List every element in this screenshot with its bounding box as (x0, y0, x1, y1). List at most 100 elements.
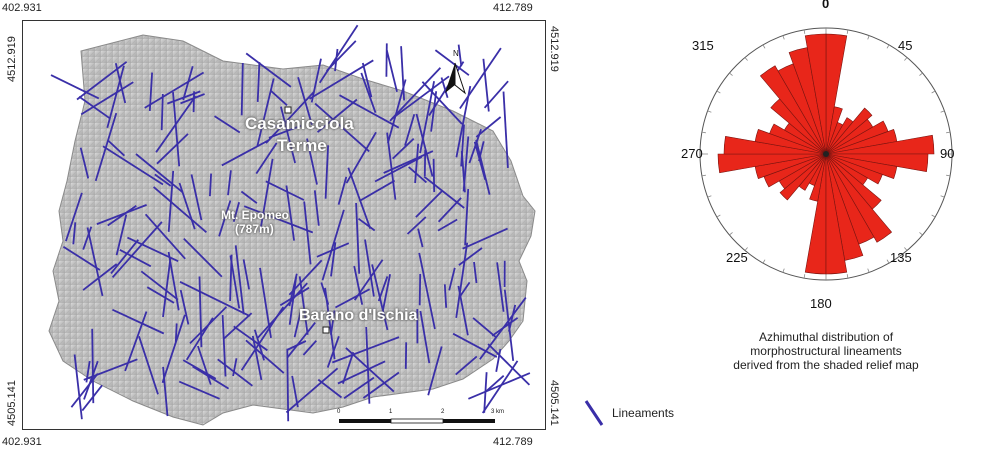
lineament (214, 115, 241, 134)
lineament (232, 358, 238, 377)
shaded-relief-map: N Casamicciola Terme Mt. Epomeo (787m) B… (22, 20, 546, 430)
rose-tick (782, 35, 785, 40)
lineament (180, 93, 205, 105)
lineament (162, 366, 169, 417)
lineament (386, 132, 397, 200)
rose-diagram (699, 27, 953, 281)
rose-tick (744, 57, 748, 61)
lineament (434, 49, 470, 76)
coord-bottom-left-x: 402.931 (2, 436, 42, 448)
lineament-legend-icon (584, 400, 604, 426)
lineament (285, 367, 339, 414)
scale-bar (339, 418, 495, 424)
rose-label-315: 315 (692, 38, 714, 53)
lineament (107, 205, 137, 227)
lineament (223, 312, 253, 340)
rose-tick (919, 72, 923, 76)
rose-tick (716, 90, 721, 94)
rose-tick (846, 29, 849, 34)
lineament (357, 217, 376, 232)
lineament (72, 222, 77, 245)
lineament (257, 282, 308, 339)
lineament (81, 384, 103, 412)
rose-petals (717, 33, 935, 275)
lineament (462, 136, 470, 192)
rose-tick (931, 214, 936, 218)
lineament (418, 273, 422, 306)
place-barano: Barano d'Ischia (299, 307, 418, 324)
rose-tick (867, 268, 870, 273)
rose-tick (867, 35, 870, 40)
lineament (385, 49, 398, 93)
rose-tick (744, 247, 748, 251)
rose-tick (803, 29, 806, 34)
rose-tick (919, 232, 923, 236)
lineament (110, 239, 139, 274)
north-label: N (453, 49, 459, 58)
lineament (310, 58, 322, 103)
lineament (432, 158, 436, 193)
lineament (82, 226, 93, 250)
lineament (427, 346, 443, 396)
lineament (91, 328, 95, 404)
rose-tick (701, 174, 706, 177)
lineament (487, 343, 531, 386)
lineament (391, 75, 450, 120)
lineament (271, 120, 291, 129)
lineament (259, 267, 272, 339)
barano-marker (322, 326, 330, 334)
lineament (96, 204, 147, 225)
lineament (472, 317, 497, 338)
casamicciola-marker (284, 106, 292, 114)
rose-tick (846, 274, 849, 279)
rose-caption-line-3: derived from the shaded relief map (733, 358, 919, 372)
rose-tick (940, 195, 945, 198)
lineament (112, 308, 165, 335)
lineament (256, 78, 275, 147)
lineament (102, 145, 164, 186)
coord-left-top-y: 4512.919 (6, 36, 18, 82)
lineament (457, 44, 463, 67)
lineament (148, 72, 153, 112)
lineament (464, 188, 470, 246)
lineament (343, 376, 375, 399)
lineament (217, 358, 253, 387)
rose-tick (886, 44, 890, 49)
lineament (491, 317, 519, 337)
place-casamicciola: Casamicciola (245, 114, 354, 133)
rose-center (823, 151, 829, 157)
lineament (138, 336, 159, 395)
rose-petal-8 (825, 134, 935, 155)
coord-left-bottom-y: 4505.141 (6, 380, 18, 426)
rose-caption-line-1: Azhimuthal distribution of (758, 330, 894, 344)
rose-petal-32 (759, 65, 827, 155)
scale-tick-2: 2 (441, 409, 445, 415)
lineament (256, 62, 261, 102)
rose-tick (946, 174, 951, 177)
lineament (418, 252, 436, 330)
lineament (227, 170, 232, 196)
lineament (179, 280, 251, 317)
lineament (496, 262, 505, 312)
lineament (107, 139, 126, 157)
lineament (221, 315, 227, 377)
lineament (185, 317, 214, 361)
lineament (50, 74, 100, 100)
lineament (460, 124, 465, 167)
lineament (358, 179, 396, 202)
lineament (144, 213, 186, 260)
lineament (415, 113, 434, 177)
lineament (452, 332, 498, 358)
lineament (297, 77, 313, 125)
lineament (85, 360, 91, 383)
lineament (83, 360, 99, 400)
rose-tick (940, 110, 945, 113)
lineament (245, 52, 292, 88)
lineament (268, 124, 302, 139)
lineament (360, 72, 377, 114)
rose-tick (729, 72, 733, 76)
lineament (389, 67, 442, 122)
map-canvas (48, 24, 536, 426)
lineament (317, 378, 343, 399)
lineament (353, 259, 384, 301)
